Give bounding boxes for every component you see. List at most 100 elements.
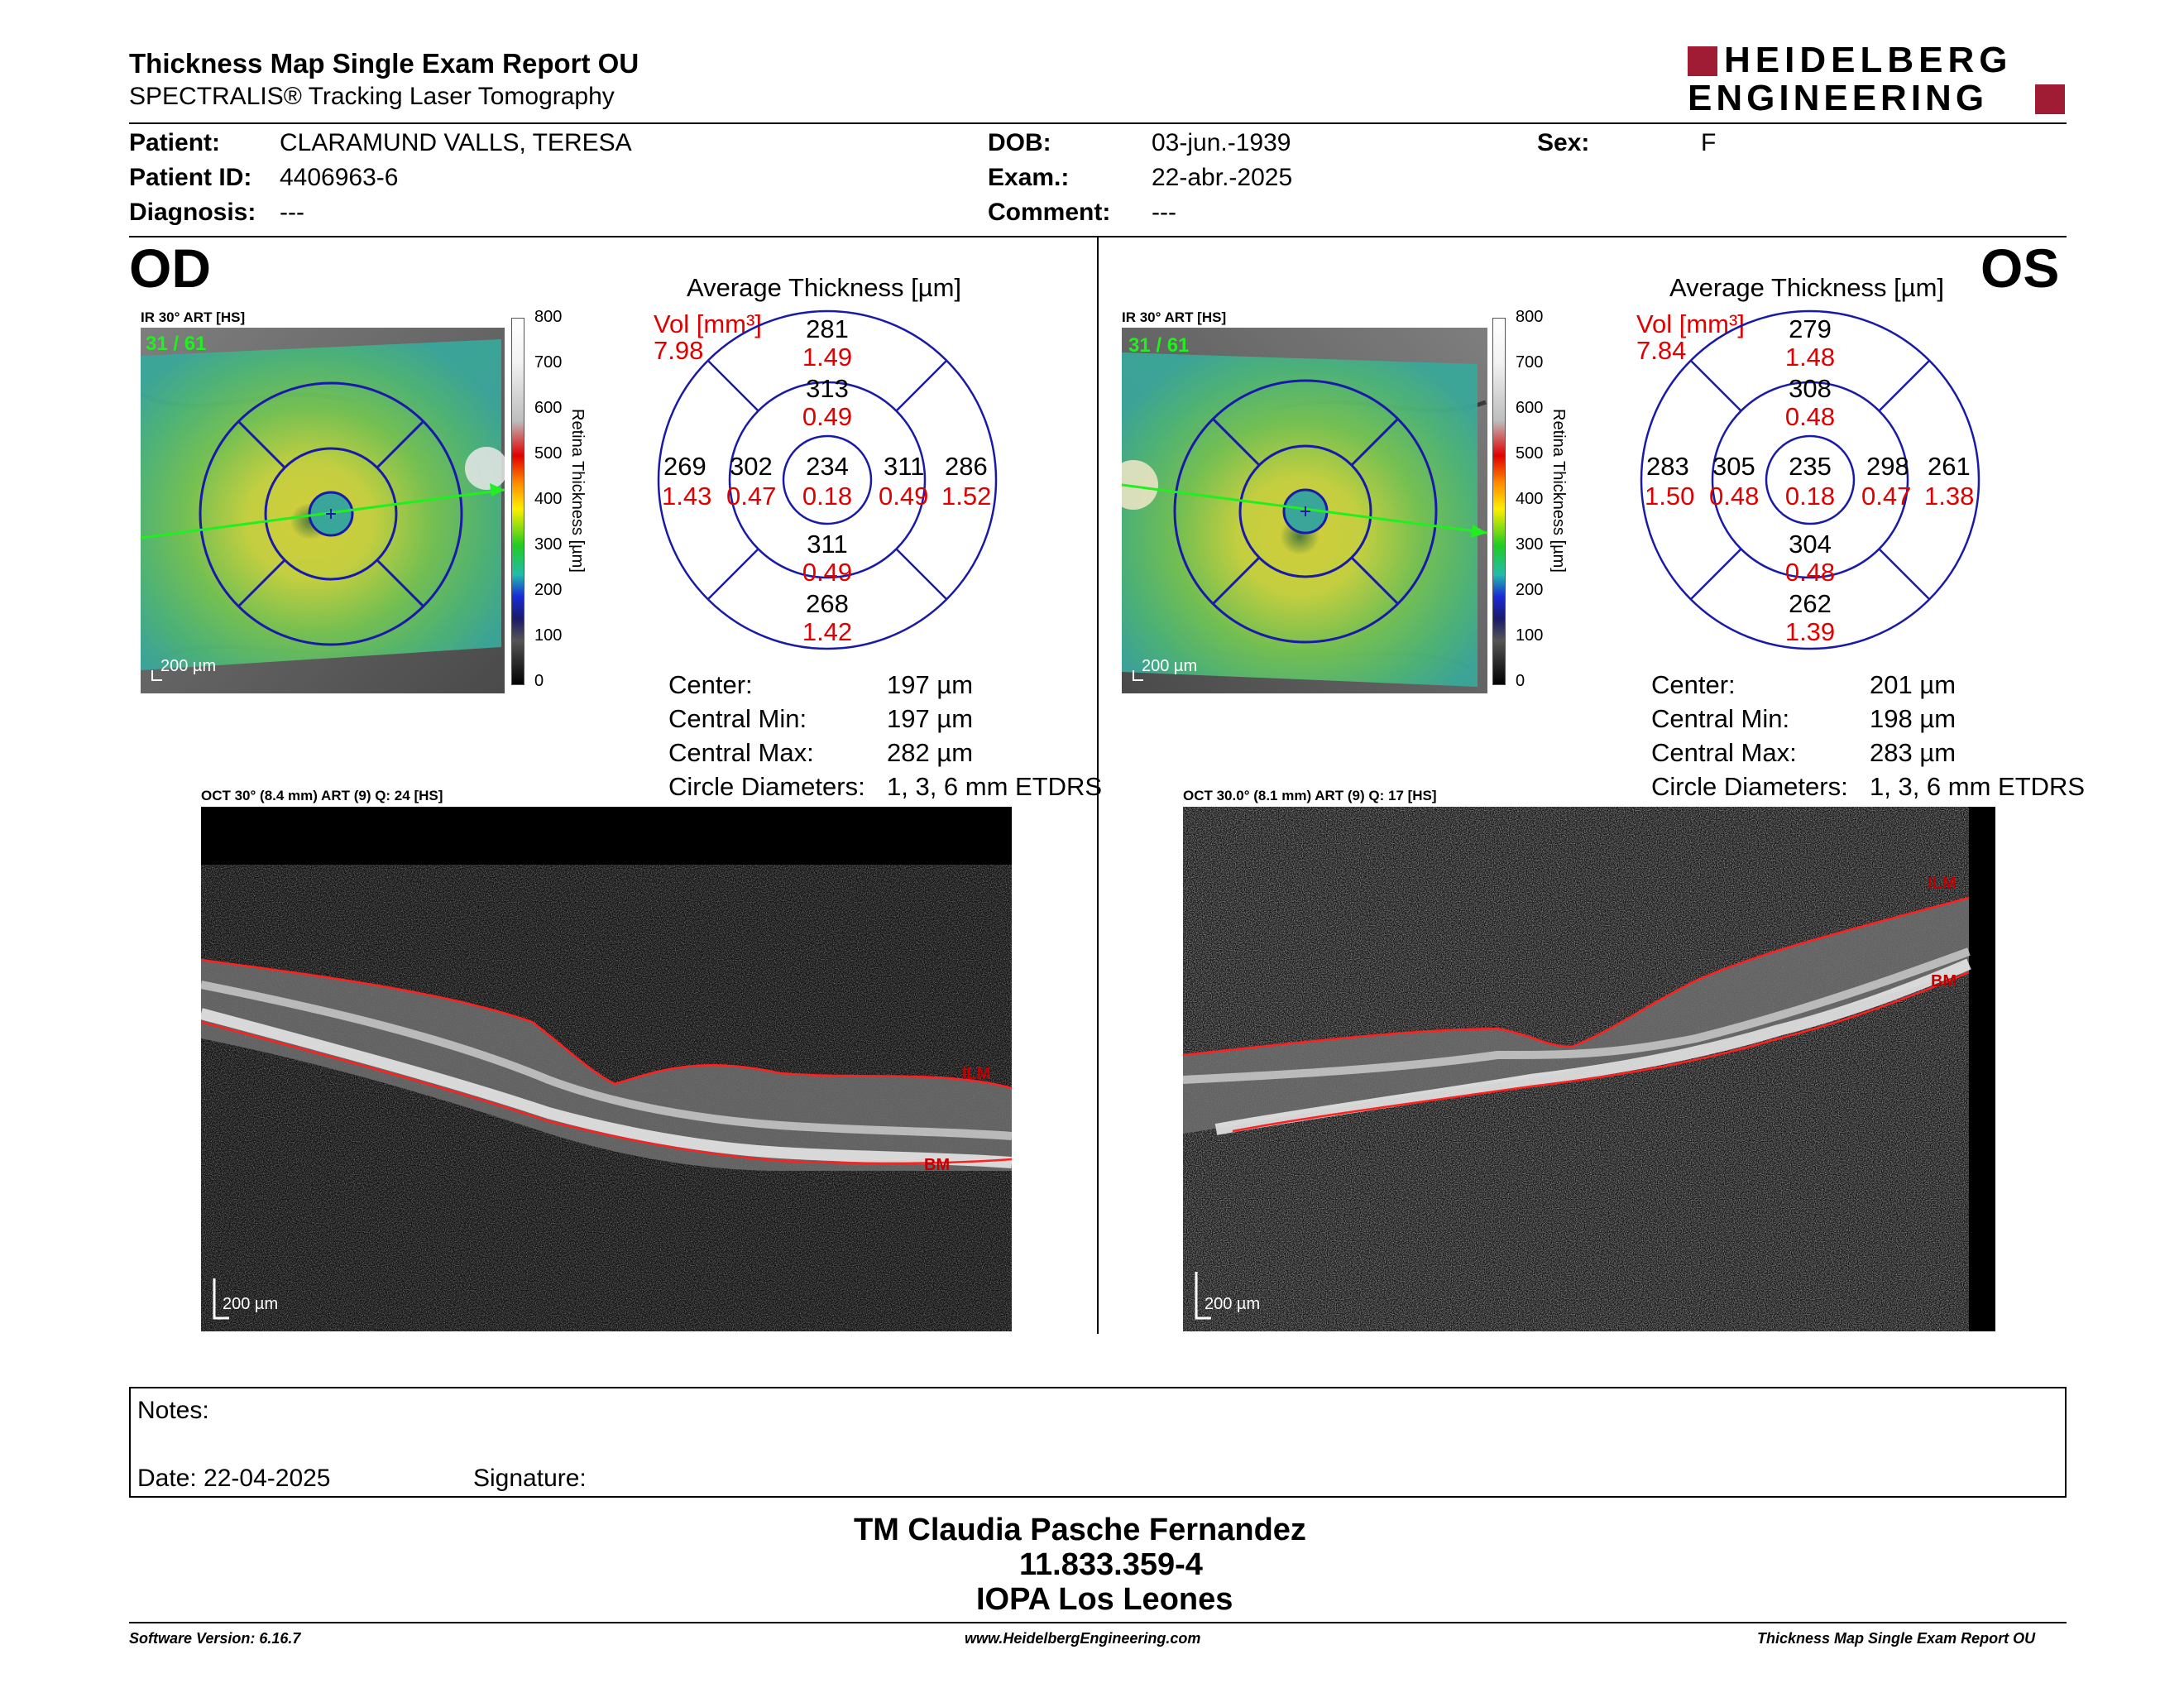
od-center-label: Center:: [668, 670, 753, 699]
footer-software-version: Software Version: 6.16.7: [129, 1630, 301, 1647]
od-inner-right: 311: [884, 452, 925, 481]
sex-label: Sex:: [1537, 129, 1590, 156]
os-center-label: Center:: [1651, 670, 1736, 699]
os-inner-left-vol: 0.48: [1709, 482, 1760, 511]
od-tick-300: 300: [534, 535, 563, 554]
od-vol-value: 7.98: [654, 336, 704, 365]
sex-value: F: [1701, 129, 1717, 156]
od-min-label: Central Min:: [668, 704, 807, 733]
notes-box: Notes: Date: 22-04-2025 Signature:: [129, 1387, 2067, 1498]
os-center: 235: [1789, 452, 1832, 481]
logo-square-bottom: [2035, 84, 2065, 114]
logo-text-heidelberg: HEIDELBERG: [1724, 40, 2013, 80]
os-oct-scale: 200 µm: [1205, 1295, 1261, 1313]
od-diam-label: Circle Diameters:: [668, 772, 865, 801]
od-tick-800: 800: [534, 308, 563, 326]
od-bm-label: BM: [924, 1156, 951, 1174]
od-outer-left: 269: [663, 452, 706, 481]
od-oct-title: OCT 30° (8.4 mm) ART (9) Q: 24 [HS]: [201, 788, 443, 803]
os-outer-bottom: 262: [1789, 589, 1832, 618]
comment-value: ---: [1152, 199, 1176, 226]
patient-label: Patient:: [129, 129, 221, 156]
os-tick-400: 400: [1516, 490, 1544, 508]
od-outer-right: 286: [945, 452, 988, 481]
footer-rule: [129, 1622, 2067, 1623]
os-etdrs-grid: [1640, 309, 1980, 650]
os-tick-100: 100: [1516, 626, 1544, 645]
os-frame-counter: 31 / 61: [1128, 334, 1190, 357]
exam-label: Exam.:: [988, 164, 1070, 191]
os-center-value: 201 µm: [1870, 670, 1956, 699]
footer-website: www.HeidelbergEngineering.com: [965, 1630, 1201, 1647]
od-max-label: Central Max:: [668, 738, 814, 767]
os-oct-title: OCT 30.0° (8.1 mm) ART (9) Q: 17 [HS]: [1183, 788, 1437, 803]
od-tick-0: 0: [534, 672, 544, 690]
os-colorbar-ticks: 800 700 600 500 400 300 200 100 0: [1507, 308, 1557, 697]
os-outer-right: 261: [1928, 452, 1971, 481]
od-center-vol: 0.18: [802, 482, 853, 511]
od-center-value: 197 µm: [887, 670, 974, 699]
od-avg-title: Average Thickness [µm]: [687, 273, 962, 302]
os-diam-value: 1, 3, 6 mm ETDRS: [1870, 772, 2086, 801]
od-outer-top-vol: 1.49: [802, 343, 853, 372]
od-ilm-label: ILM: [962, 1065, 991, 1083]
os-bm-label: BM: [1931, 972, 1957, 990]
od-inner-top-vol: 0.49: [802, 402, 853, 431]
patient-rule: [129, 236, 2067, 237]
eye-divider: [1097, 237, 1099, 1334]
od-fundus-svg: [141, 328, 505, 693]
od-eye-label: OD: [129, 237, 211, 299]
signer-name: TM Claudia Pasche Fernandez: [854, 1513, 1306, 1547]
od-inner-bottom-vol: 0.49: [802, 558, 853, 587]
os-outer-top-vol: 1.48: [1784, 343, 1836, 372]
od-inner-top: 313: [806, 374, 849, 403]
os-colorbar-title: Retina Thickness [µm]: [1549, 409, 1568, 573]
os-outer-left: 283: [1646, 452, 1689, 481]
report-subtitle: SPECTRALIS® Tracking Laser Tomography: [129, 83, 615, 110]
os-max-value: 283 µm: [1870, 738, 1956, 767]
os-vol-value: 7.84: [1636, 336, 1687, 365]
os-tick-0: 0: [1516, 672, 1525, 690]
os-outer-bottom-vol: 1.39: [1784, 617, 1836, 646]
os-eye-label: OS: [1980, 237, 2060, 299]
logo-text-engineering: ENGINEERING: [1688, 78, 1989, 118]
diagnosis-value: ---: [280, 199, 304, 226]
os-fundus-map: 31 / 61 200 µm: [1122, 328, 1487, 693]
signer-institution: IOPA Los Leones: [976, 1582, 1233, 1617]
patient-name: CLARAMUND VALLS, TERESA: [280, 129, 632, 156]
notes-date: Date: 22-04-2025: [137, 1465, 331, 1492]
os-tick-500: 500: [1516, 444, 1544, 463]
od-colorbar: [511, 318, 524, 685]
dob-label: DOB:: [988, 129, 1051, 156]
os-tick-600: 600: [1516, 399, 1544, 417]
od-tick-400: 400: [534, 490, 563, 508]
os-inner-bottom-vol: 0.48: [1784, 558, 1836, 587]
os-outer-right-vol: 1.38: [1924, 482, 1975, 511]
patient-id: 4406963-6: [280, 164, 399, 191]
od-ir-title: IR 30° ART [HS]: [141, 309, 246, 325]
os-ilm-label: ILM: [1928, 875, 1956, 893]
os-tick-700: 700: [1516, 353, 1544, 372]
od-tick-100: 100: [534, 626, 563, 645]
od-tick-200: 200: [534, 581, 563, 599]
os-tick-300: 300: [1516, 535, 1544, 554]
od-oct-scale: 200 µm: [223, 1295, 279, 1313]
od-outer-bottom: 268: [806, 589, 849, 618]
od-outer-left-vol: 1.43: [662, 482, 712, 511]
od-diam-value: 1, 3, 6 mm ETDRS: [887, 772, 1103, 801]
od-frame-counter: 31 / 61: [146, 333, 207, 355]
os-tick-800: 800: [1516, 308, 1544, 326]
os-avg-title: Average Thickness [µm]: [1669, 273, 1945, 302]
os-inner-top-vol: 0.48: [1784, 402, 1836, 431]
logo-square-top: [1688, 46, 1717, 76]
os-fundus-svg: [1122, 328, 1487, 693]
od-min-value: 197 µm: [887, 704, 974, 733]
header-rule: [129, 122, 2067, 124]
od-oct-scan: ILM BM 200 µm: [201, 807, 1012, 1331]
comment-label: Comment:: [988, 199, 1111, 226]
od-tick-700: 700: [534, 353, 563, 372]
os-colorbar: [1492, 318, 1506, 685]
od-outer-bottom-vol: 1.42: [802, 617, 853, 646]
os-scale-label: 200 µm: [1142, 657, 1198, 675]
os-outer-left-vol: 1.50: [1645, 482, 1695, 511]
